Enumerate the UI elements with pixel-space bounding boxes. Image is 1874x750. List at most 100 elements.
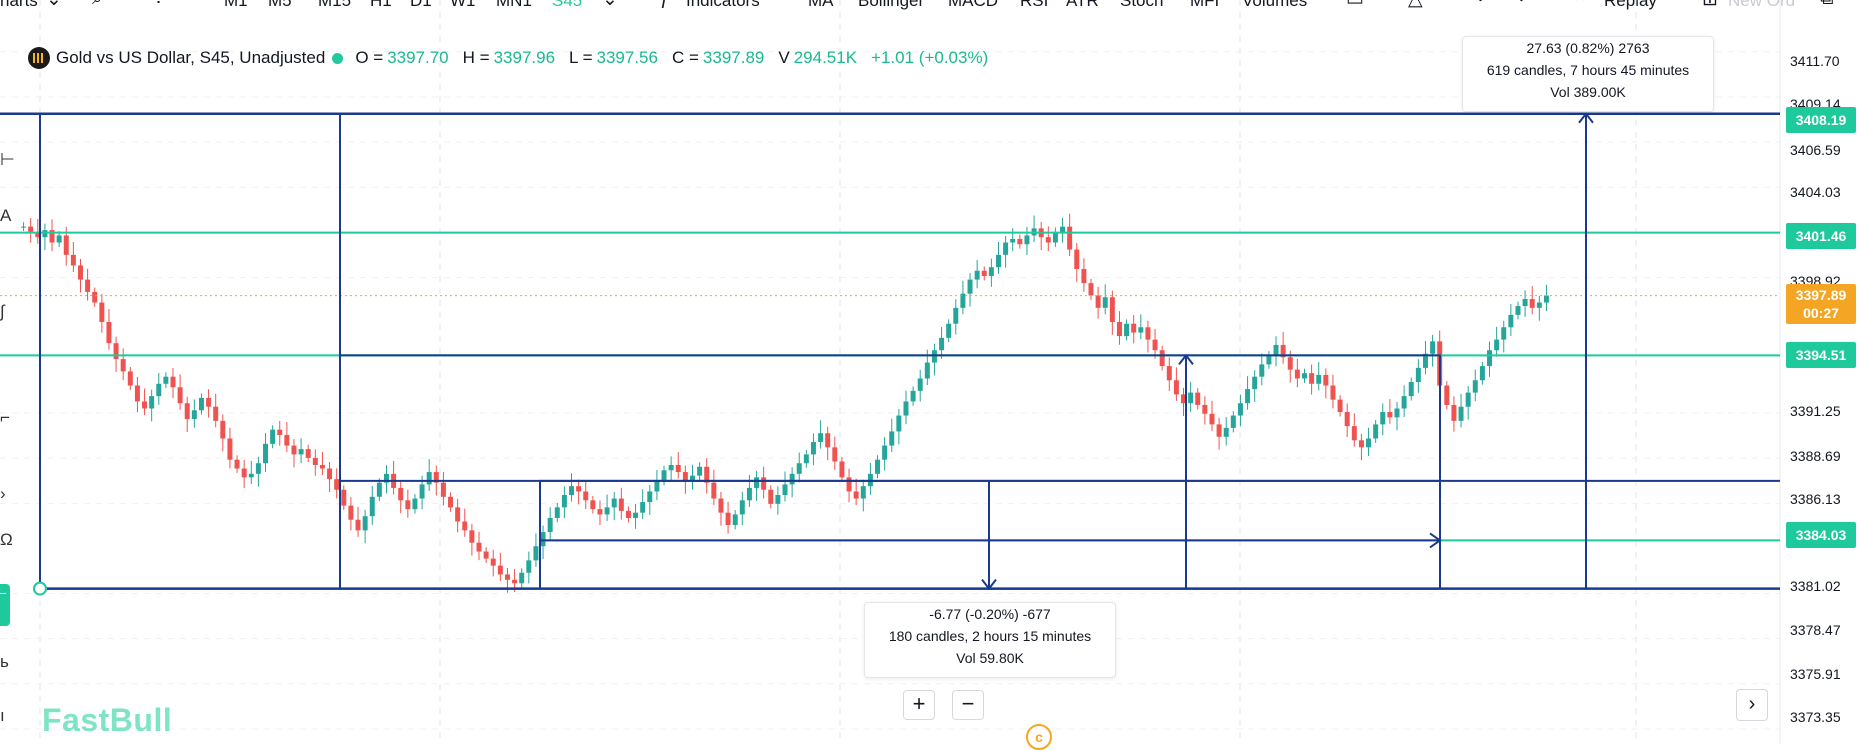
zoom-in-button[interactable]: + <box>903 690 935 720</box>
candle-body <box>1309 373 1315 384</box>
candle-body <box>661 470 667 481</box>
candle-body <box>1245 389 1251 404</box>
indicator-stoch[interactable]: Stoch <box>1120 0 1164 10</box>
chart-type-icon[interactable]: ⫶ <box>156 0 161 10</box>
candle-body <box>1052 231 1058 243</box>
timeframe-mn1[interactable]: MN1 <box>496 0 532 10</box>
indicator-bollinger[interactable]: Bollinger <box>858 0 925 10</box>
candle-body <box>640 502 646 513</box>
candle-body <box>497 565 503 575</box>
candle-body <box>625 510 631 518</box>
copyright-icon: c <box>1026 724 1052 750</box>
candle-body <box>1394 408 1400 418</box>
candle-body <box>113 343 119 360</box>
volume-label: V <box>778 48 790 67</box>
search-icon[interactable]: ⌕ <box>92 0 103 10</box>
candle-body <box>561 495 567 508</box>
candle-body <box>668 464 674 471</box>
replay-button[interactable]: Replay <box>1604 0 1657 10</box>
lock-tool-icon[interactable]: ь <box>0 652 9 671</box>
candle-body <box>711 482 717 499</box>
candle-body <box>1501 327 1507 340</box>
timeframe-h1[interactable]: H1 <box>370 0 392 10</box>
timeframe-m1[interactable]: M1 <box>224 0 248 10</box>
screenshot-icon[interactable]: ⧉ <box>1820 0 1834 10</box>
candle-body <box>1316 374 1322 384</box>
indicator-volumes[interactable]: Volumes <box>1242 0 1308 10</box>
candle-body <box>896 415 902 432</box>
replay-icon: ◔ <box>1574 0 1585 10</box>
cursor-tool-icon[interactable]: › <box>0 484 6 503</box>
charts-menu[interactable]: harts <box>0 0 38 10</box>
candle-body <box>576 486 582 492</box>
chevron-down-icon[interactable]: ⌄ <box>602 0 618 11</box>
candle-body <box>49 230 55 243</box>
candle-body <box>77 265 83 280</box>
candle-body <box>206 397 212 407</box>
candle-body <box>1358 440 1364 448</box>
candle-body <box>1116 321 1122 337</box>
candle-body <box>1124 323 1130 337</box>
measure-down-arrow-head <box>981 578 997 591</box>
measure-down-change: -6.77 (-0.20%) -677 <box>929 606 1051 622</box>
candle-body <box>697 466 703 476</box>
text-tool-icon[interactable]: A <box>0 206 12 225</box>
indicator-rsi[interactable]: RSI <box>1020 0 1049 10</box>
crosshair-tool-icon[interactable]: ⊢ <box>0 150 14 169</box>
candle-body <box>198 397 204 411</box>
candle-body <box>504 574 510 580</box>
trash-tool-icon[interactable]: ı <box>0 706 5 725</box>
timeframe-s45[interactable]: S45 <box>552 0 583 10</box>
symbol-title[interactable]: Gold vs US Dollar, S45, Unadjusted <box>56 48 326 67</box>
timeframe-m15[interactable]: M15 <box>318 0 352 10</box>
candle-body <box>42 230 48 238</box>
candle-body <box>839 461 845 478</box>
candle-body <box>1024 235 1030 245</box>
candle-body <box>1522 299 1528 307</box>
fastbull-logo: FastBull <box>42 702 173 738</box>
drawing-icon[interactable]: ▭ <box>1346 0 1364 11</box>
redo-icon[interactable]: ↷ <box>1510 0 1526 11</box>
candle-body <box>533 546 539 561</box>
alert-icon[interactable]: △ <box>1408 0 1423 11</box>
candle-body <box>931 350 937 363</box>
indicator-ma[interactable]: MA <box>808 0 834 10</box>
scroll-right-button[interactable]: › <box>1736 689 1768 721</box>
candle-body <box>1479 366 1485 381</box>
candle-body <box>981 270 987 277</box>
candle-body <box>1159 350 1165 367</box>
new-order-button[interactable]: New Ord <box>1728 0 1796 10</box>
candle-body <box>369 496 375 517</box>
candle-body <box>540 532 546 547</box>
candle-body <box>220 420 226 439</box>
indicator-macd[interactable]: MACD <box>948 0 999 10</box>
candle-body <box>1337 399 1343 413</box>
candle-body <box>618 498 624 511</box>
candle-body <box>960 293 966 308</box>
candle-body <box>1202 404 1208 414</box>
candle-body <box>704 466 710 483</box>
candle-body <box>1387 412 1393 418</box>
indicator-atr[interactable]: ATR <box>1066 0 1099 10</box>
timeframe-d1[interactable]: D1 <box>410 0 432 10</box>
candle-body <box>462 521 468 531</box>
candle-body <box>284 434 290 446</box>
ruler-tool-icon[interactable]: ⌐ <box>0 408 10 427</box>
undo-icon[interactable]: ↶ <box>1476 0 1492 11</box>
candle-body <box>1430 341 1436 354</box>
candle-body <box>846 477 852 492</box>
indicator-mfi[interactable]: MFI <box>1190 0 1220 10</box>
brush-tool-icon[interactable]: ∫ <box>0 302 5 321</box>
range-box-main <box>339 354 1441 590</box>
candle-body <box>255 463 261 474</box>
indicators-button[interactable]: Indicators <box>686 0 760 10</box>
candle-body <box>995 254 1001 268</box>
candle-body <box>1067 226 1073 250</box>
timeframe-m5[interactable]: M5 <box>268 0 292 10</box>
timeframe-w1[interactable]: W1 <box>450 0 476 10</box>
candle-body <box>746 487 752 501</box>
zoom-out-button[interactable]: − <box>952 690 984 720</box>
magnet-tool-icon[interactable]: Ω <box>0 530 13 549</box>
expand-toolbar-button[interactable] <box>0 584 10 626</box>
candle-body <box>134 385 140 402</box>
